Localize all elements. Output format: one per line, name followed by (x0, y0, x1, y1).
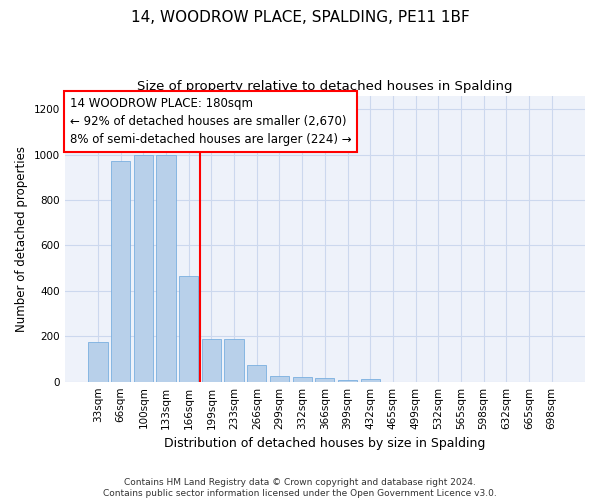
Title: Size of property relative to detached houses in Spalding: Size of property relative to detached ho… (137, 80, 512, 93)
X-axis label: Distribution of detached houses by size in Spalding: Distribution of detached houses by size … (164, 437, 485, 450)
Bar (293, 377, 312, 382)
Bar (270, 376, 289, 382)
Bar (179, 276, 199, 382)
Bar (224, 338, 244, 382)
Text: 14, WOODROW PLACE, SPALDING, PE11 1BF: 14, WOODROW PLACE, SPALDING, PE11 1BF (131, 10, 469, 25)
Bar (157, 154, 176, 382)
Bar (247, 364, 266, 382)
Y-axis label: Number of detached properties: Number of detached properties (15, 146, 28, 332)
Text: Contains HM Land Registry data © Crown copyright and database right 2024.
Contai: Contains HM Land Registry data © Crown c… (103, 478, 497, 498)
Text: 14 WOODROW PLACE: 180sqm
← 92% of detached houses are smaller (2,670)
8% of semi: 14 WOODROW PLACE: 180sqm ← 92% of detach… (70, 97, 352, 146)
Bar (338, 380, 357, 382)
Bar (202, 338, 221, 382)
Bar (315, 378, 334, 382)
Bar (111, 162, 130, 382)
Bar (88, 342, 107, 382)
Bar (134, 154, 153, 382)
Bar (361, 378, 380, 382)
